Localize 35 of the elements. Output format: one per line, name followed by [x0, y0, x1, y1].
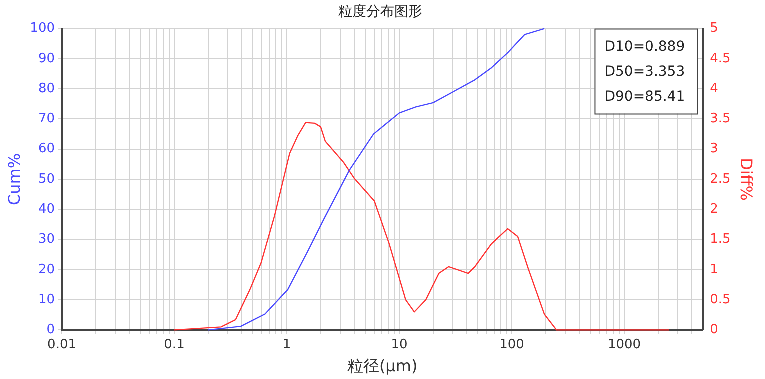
y-tick-label: 50	[38, 172, 56, 187]
y-axis-title: Cum%	[4, 153, 24, 206]
x-tick-label: 0.01	[48, 337, 76, 352]
y2-tick-label: 4.5	[710, 51, 731, 66]
x-tick-label: 100	[500, 337, 524, 352]
y-tick-label: 90	[38, 51, 56, 66]
y2-tick-label: 5	[710, 21, 718, 36]
y-tick-label: 30	[38, 232, 56, 248]
annotation: D90=85.41	[604, 88, 686, 105]
y-tick-label: 100	[30, 21, 56, 36]
y2-tick-label: 3.5	[710, 112, 731, 127]
y2-tick-label: 4	[710, 81, 718, 96]
annotation: D50=3.353	[604, 64, 686, 80]
x-tick-label: 1	[282, 337, 292, 352]
y2-tick-label: 3	[710, 142, 718, 157]
y2-tick-label: 0	[710, 322, 718, 338]
y2-tick-label: 2	[710, 202, 718, 218]
y-tick-label: 10	[38, 292, 56, 308]
annotation: D10=0.889	[604, 38, 686, 55]
x-tick-label: 10	[391, 337, 408, 352]
y2-tick-label: 1.5	[710, 232, 731, 248]
y2-tick-label: 2.5	[710, 172, 731, 187]
y-tick-label: 20	[38, 262, 56, 278]
y2-tick-label: 1	[710, 262, 718, 278]
x-tick-label: 1000	[608, 337, 642, 352]
y2-axis-title: Diff%	[737, 158, 756, 201]
chart-title: 粒度分布图形	[338, 4, 422, 20]
x-tick-label: 0.1	[164, 337, 185, 352]
y-tick-label: 80	[38, 81, 56, 96]
y-tick-label: 40	[38, 202, 56, 218]
y2-tick-label: 0.5	[710, 292, 731, 308]
y-tick-label: 0	[46, 322, 56, 338]
y-tick-label: 60	[38, 142, 56, 157]
y-tick-label: 70	[38, 112, 56, 127]
x-axis-title: 粒径(μm)	[347, 356, 418, 376]
